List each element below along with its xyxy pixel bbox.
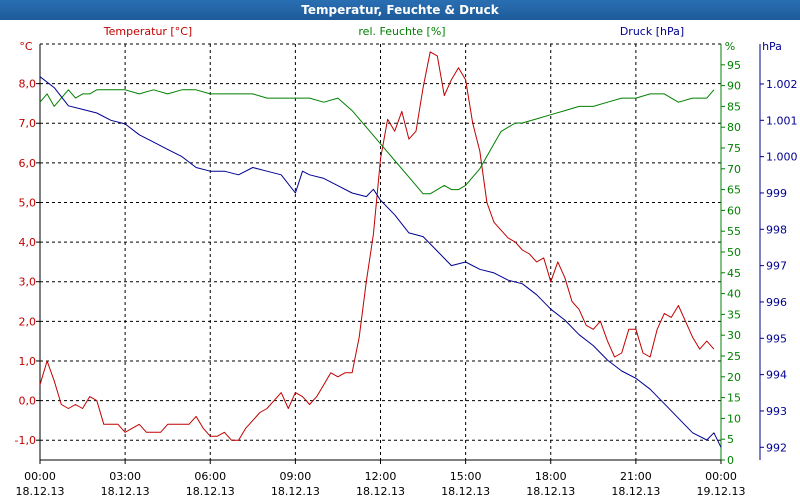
y-tick-label-temperature: 1,0: [19, 355, 37, 368]
y-tick-label-pressure: 1.000: [766, 151, 798, 164]
y-tick-label-humidity: 35: [727, 308, 741, 321]
y-tick-label-humidity: 45: [727, 267, 741, 280]
x-tick-label-date: 18.12.13: [271, 485, 320, 498]
y-tick-label-humidity: 50: [727, 246, 741, 259]
chart-title: Temperatur, Feuchte & Druck: [0, 0, 800, 20]
y-tick-label-humidity: 20: [727, 371, 741, 384]
y-tick-label-temperature: 8,0: [19, 78, 37, 91]
x-tick-label-time: 00:00: [24, 470, 56, 483]
y-tick-label-pressure: 998: [766, 223, 787, 236]
x-tick-label-date: 18.12.13: [101, 485, 150, 498]
axis-label-pressure: Druck [hPa]: [620, 25, 684, 38]
x-tick-label-date: 18.12.13: [611, 485, 660, 498]
axis-label-temperature: Temperatur [°C]: [103, 25, 192, 38]
series-line-temperature: [39, 51, 715, 441]
y-tick-label-temperature: 6,0: [19, 157, 37, 170]
y-tick-label-humidity: 75: [727, 142, 741, 155]
y-tick-label-pressure: 995: [766, 332, 787, 345]
x-tick-label-time: 06:00: [194, 470, 226, 483]
y-tick-label-humidity: 5: [727, 433, 734, 446]
y-tick-label-pressure: 993: [766, 405, 787, 418]
y-tick-label-humidity: 60: [727, 204, 741, 217]
y-tick-label-humidity: 80: [727, 121, 741, 134]
x-tick-label-time: 03:00: [109, 470, 141, 483]
x-tick-label-time: 21:00: [620, 470, 652, 483]
y-tick-label-humidity: 0: [727, 454, 734, 467]
y-tick-label-humidity: 30: [727, 329, 741, 342]
x-tick-label-date: 18.12.13: [526, 485, 575, 498]
plot-area: [40, 44, 721, 460]
x-tick-label-date: 18.12.13: [186, 485, 235, 498]
x-tick-label-date: 18.12.13: [356, 485, 405, 498]
x-tick-label-time: 15:00: [450, 470, 482, 483]
y-tick-label-temperature: 5,0: [19, 196, 37, 209]
y-tick-label-humidity: 25: [727, 350, 741, 363]
x-tick-label-time: 12:00: [365, 470, 397, 483]
y-tick-label-humidity: 65: [727, 184, 741, 197]
x-tick-label-date: 18.12.13: [16, 485, 65, 498]
y-unit-pressure: hPa: [762, 40, 782, 53]
y-tick-label-pressure: 994: [766, 369, 787, 382]
x-tick-label-time: 00:00: [705, 470, 737, 483]
y-tick-label-pressure: 1.002: [766, 78, 798, 91]
y-tick-label-pressure: 999: [766, 187, 787, 200]
y-tick-label-humidity: 95: [727, 59, 741, 72]
y-tick-label-humidity: 55: [727, 225, 741, 238]
y-tick-label-humidity: 40: [727, 288, 741, 301]
x-tick-label-date: 18.12.13: [441, 485, 490, 498]
y-tick-label-pressure: 996: [766, 296, 787, 309]
series-line-humidity: [39, 89, 715, 195]
y-tick-label-humidity: 70: [727, 163, 741, 176]
y-tick-label-pressure: 1.001: [766, 114, 798, 127]
x-tick-label-date: 19.12.13: [697, 485, 746, 498]
y-tick-label-humidity: 85: [727, 100, 741, 113]
y-tick-label-humidity: 15: [727, 392, 741, 405]
y-unit-temperature: °C: [19, 40, 33, 53]
y-unit-humidity: %: [725, 40, 735, 53]
x-tick-label-time: 18:00: [535, 470, 567, 483]
x-tick-label-time: 09:00: [280, 470, 312, 483]
y-tick-label-temperature: -1,0: [15, 434, 36, 447]
axis-label-humidity: rel. Feuchte [%]: [358, 25, 445, 38]
y-tick-label-pressure: 997: [766, 260, 787, 273]
y-tick-label-temperature: 2,0: [19, 315, 37, 328]
series-line-pressure: [39, 76, 722, 448]
y-tick-label-temperature: 3,0: [19, 276, 37, 289]
y-tick-label-pressure: 992: [766, 441, 787, 454]
y-tick-label-humidity: 10: [727, 412, 741, 425]
y-tick-label-humidity: 90: [727, 80, 741, 93]
y-tick-label-temperature: 7,0: [19, 117, 37, 130]
y-tick-label-temperature: 0,0: [19, 395, 37, 408]
y-tick-label-temperature: 4,0: [19, 236, 37, 249]
